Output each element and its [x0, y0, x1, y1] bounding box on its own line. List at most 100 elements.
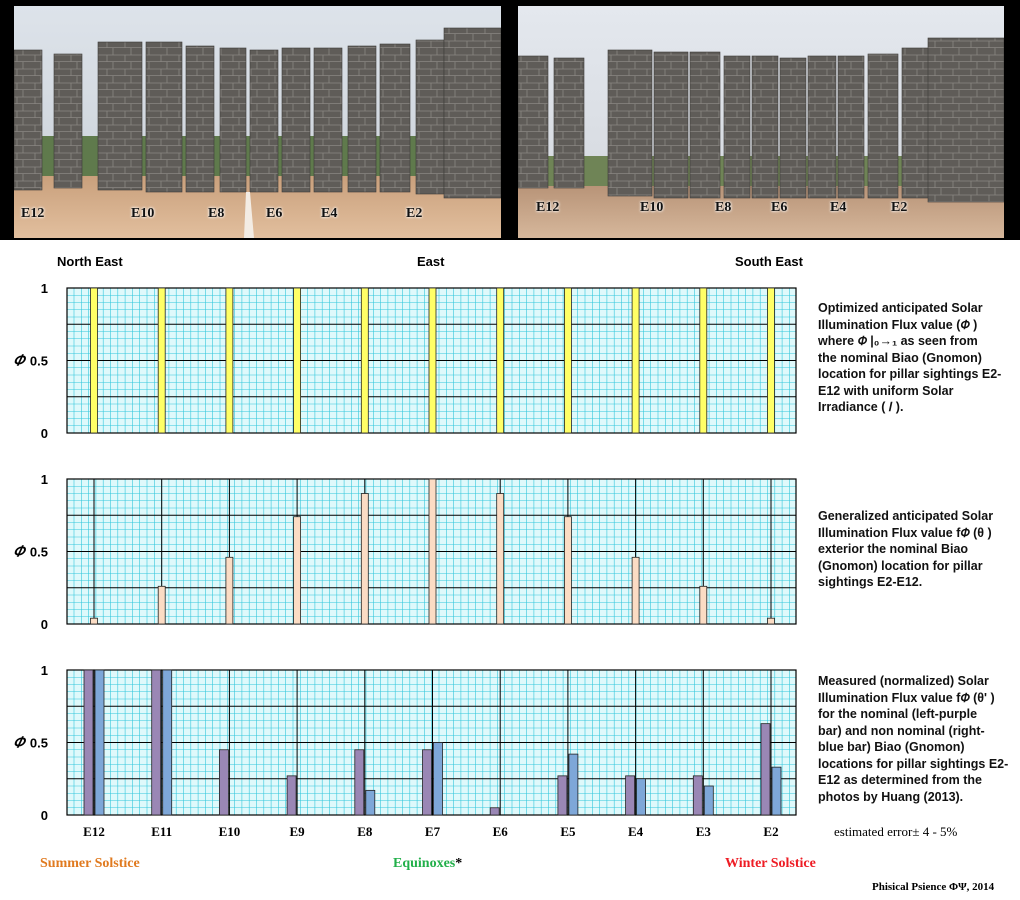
x-tick-label: E11 — [151, 824, 172, 839]
bar — [94, 669, 105, 816]
bar — [568, 753, 579, 816]
bar — [767, 287, 775, 434]
photo-label: E10 — [640, 200, 664, 215]
photo-label: E4 — [830, 200, 847, 215]
bar — [699, 585, 708, 625]
bar — [360, 493, 369, 625]
y-axis-label: 𝛷 — [13, 354, 27, 370]
error-note: estimated error± 4 - 5% — [834, 824, 958, 839]
x-tick-label: E5 — [560, 824, 576, 839]
x-tick-label: E7 — [425, 824, 441, 839]
charts-area: 0 0.5 1 𝛷 0 0.5 1 𝛷 0 0.5 1 𝛷 E12 E11 E10 E9 E8 E7 E6 E5 E4 E… — [13, 281, 797, 839]
y-tick-label: 0 — [41, 617, 48, 632]
bar — [90, 287, 98, 434]
bar — [760, 723, 771, 816]
bar — [354, 749, 365, 816]
direction-south-east: South East — [735, 254, 803, 269]
x-tick-label: E10 — [219, 824, 241, 839]
y-tick-label: 0.5 — [30, 545, 48, 560]
bar — [286, 775, 297, 816]
photo-strip: E12 E10 E8 E6 E4 E2 — [0, 0, 1020, 240]
photo-label: E8 — [715, 200, 732, 215]
y-tick-label: 1 — [41, 281, 48, 296]
bar — [225, 287, 234, 434]
right-photo: E12 E10 E8 E6 E4 E2 — [518, 6, 1004, 238]
bar — [360, 287, 369, 434]
desc-line: Measured (normalized) Solar — [818, 674, 989, 688]
bar — [771, 766, 782, 816]
left-photo-image — [14, 6, 501, 238]
desc-line: location for pillar sightings E2- — [818, 367, 1002, 381]
direction-north-east: North East — [57, 254, 123, 269]
photo-label: E4 — [321, 206, 338, 221]
bar — [151, 669, 162, 816]
bar — [83, 669, 94, 816]
x-tick-label: E4 — [628, 824, 644, 839]
desc-line: the nominal Biao (Gnomon) — [818, 350, 982, 365]
desc-line: sightings E2-E12. — [818, 575, 923, 589]
photo-label: E2 — [891, 200, 908, 215]
bar — [767, 617, 775, 625]
bar — [162, 669, 173, 816]
y-tick-label: 0.5 — [30, 736, 48, 751]
bar — [496, 287, 505, 434]
x-tick-label: E12 — [83, 824, 105, 839]
desc-line: for the nominal (left-purple — [818, 707, 978, 721]
desc-line: Illumination Flux value f𝛷 (θ' ) — [818, 690, 995, 705]
desc-line: Illumination Flux value f𝛷 (θ ) — [818, 525, 992, 540]
y-tick-label: 0 — [41, 808, 48, 823]
desc-line: bar) and non nominal (right- — [818, 723, 985, 738]
equinox-label: Equinoxes* — [393, 856, 462, 872]
desc-line: exterior the nominal Biao — [818, 542, 969, 556]
bar — [564, 287, 572, 434]
right-photo-image — [518, 6, 1004, 238]
bar — [428, 478, 437, 625]
desc-line: (Gnomon) location for pillar — [818, 558, 983, 573]
bar — [496, 493, 505, 625]
bar — [293, 287, 302, 434]
bar — [564, 516, 572, 625]
x-tick-label: E9 — [290, 824, 306, 839]
photo-label: E6 — [266, 206, 283, 221]
bar — [293, 516, 302, 625]
desc-line: locations for pillar sightings E2- — [818, 756, 1009, 771]
desc-line: photos by Huang (2013). — [818, 789, 964, 804]
bar — [433, 742, 443, 816]
bar — [699, 287, 708, 434]
bar — [428, 287, 437, 434]
photo-label: E8 — [208, 206, 225, 221]
desc-line: where 𝛷 |₀→₁ as seen from — [818, 334, 978, 348]
photo-label: E12 — [21, 206, 45, 221]
bar — [631, 287, 640, 434]
chart1-description: Optimized anticipated Solar Illumination… — [818, 300, 1014, 416]
desc-line: E12 with uniform Solar — [818, 383, 954, 398]
chart3-description: Measured (normalized) Solar Illumination… — [818, 673, 1014, 805]
left-photo: E12 E10 E8 E6 E4 E2 — [14, 6, 501, 238]
desc-line: E12 as determined from the — [818, 773, 982, 787]
bar — [489, 807, 500, 816]
desc-line: Illumination Flux value (𝛷 ) — [818, 317, 978, 332]
y-axis-label: 𝛷 — [13, 736, 27, 752]
y-tick-label: 1 — [41, 472, 48, 487]
bar — [225, 556, 234, 625]
y-tick-label: 1 — [41, 663, 48, 678]
desc-line: Irradiance ( 𝐼 ). — [818, 400, 904, 414]
photo-label: E6 — [771, 200, 788, 215]
equinox-asterisk: * — [455, 856, 463, 871]
x-tick-label: E3 — [696, 824, 712, 839]
credit: Phisical Psience ΦΨ, 2014 — [872, 881, 995, 893]
bar — [625, 775, 635, 816]
photo-label: E12 — [536, 200, 560, 215]
bar — [692, 775, 703, 816]
y-axis-label: 𝛷 — [13, 545, 27, 561]
winter-solstice-label: Winter Solstice — [725, 856, 816, 871]
bar — [218, 749, 229, 816]
bar — [422, 749, 432, 816]
x-tick-label: E2 — [763, 824, 778, 839]
bar — [365, 789, 376, 816]
x-tick-label: E6 — [493, 824, 509, 839]
photo-label: E2 — [406, 206, 423, 221]
bar — [90, 617, 98, 625]
bar — [557, 775, 568, 816]
summer-solstice-label: Summer Solstice — [40, 856, 140, 871]
